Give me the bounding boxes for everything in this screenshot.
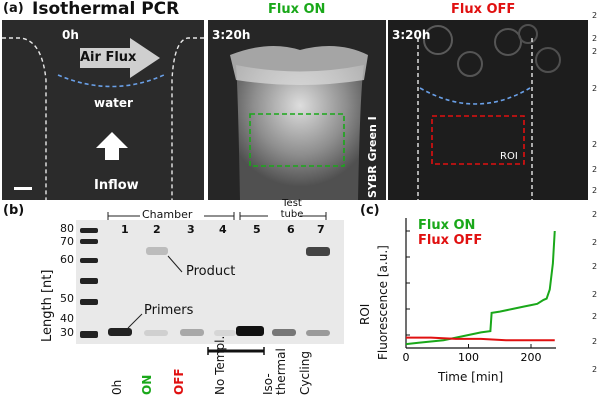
lane7-product-band	[306, 247, 330, 256]
edge-digit: 2	[592, 365, 598, 374]
gel-image: Product Primers	[76, 220, 344, 344]
primers-label: Primers	[144, 303, 194, 318]
edge-digit: 2	[592, 238, 598, 247]
lane3-primer-band	[180, 329, 204, 336]
edge-digit: 2	[592, 262, 598, 271]
x-tick-label: 0	[403, 351, 410, 364]
scale-bar	[14, 187, 32, 190]
lane1-primer-band	[108, 328, 132, 336]
product-label: Product	[186, 264, 236, 279]
group-chamber-label: Chamber	[142, 208, 193, 221]
lane-label: 0h	[110, 379, 124, 395]
panel-a-title: Isothermal PCR	[32, 0, 180, 19]
lane-number: 3	[187, 223, 195, 236]
edge-digit: 2	[592, 11, 598, 20]
group-brackets	[107, 212, 327, 220]
lane6-primer-band	[272, 329, 296, 336]
roi-box-off	[431, 115, 525, 165]
ladder-tick-label: 70	[60, 235, 74, 248]
panel-b-letter: (b)	[3, 203, 25, 218]
edge-digit: 2	[592, 186, 598, 195]
ladder-tick-label: 30	[60, 326, 74, 339]
water-label: water	[94, 96, 133, 110]
edge-digit: 2	[592, 337, 598, 346]
no-template-bar	[207, 347, 265, 355]
group-test-tube-label: Test tube	[280, 198, 304, 220]
lane-number: 7	[317, 223, 325, 236]
chart-xlabel: Time [min]	[438, 370, 504, 384]
stain-label: SYBR Green I	[366, 116, 379, 198]
edge-digit: 2	[592, 34, 598, 43]
micrograph-0h: 0h Air Flux water Inflow	[2, 20, 204, 200]
edge-digit: 2	[592, 165, 598, 174]
roi-label: ROI	[500, 151, 518, 162]
legend-flux-off: Flux OFF	[418, 233, 483, 248]
edge-digit: 2	[592, 140, 598, 149]
lane-number: 1	[121, 223, 129, 236]
inflow-label: Inflow	[94, 178, 139, 193]
ladder-tick-label: 40	[60, 312, 74, 325]
ladder-tick-label: 60	[60, 253, 74, 266]
lane-label: OFF	[172, 368, 186, 395]
lane-label: No Templ.	[213, 335, 227, 395]
x-tick-label: 200	[521, 351, 542, 364]
air-flux-label: Air Flux	[80, 50, 137, 65]
time-label-on: 3:20h	[212, 28, 251, 42]
lane-label: ON	[140, 374, 154, 395]
panel-a-letter: (a)	[3, 1, 24, 16]
chart-ylabel-line1: ROI	[358, 303, 372, 325]
lane-number: 2	[153, 223, 161, 236]
lane-label: Cycling	[298, 351, 312, 395]
ladder-tick-label: 80	[60, 222, 74, 235]
lane-number: 5	[253, 223, 261, 236]
lane7-primer-band	[306, 330, 330, 336]
lane-number: 4	[219, 223, 227, 236]
ladder-tick-label: 50	[60, 292, 74, 305]
ladder-bands	[80, 228, 98, 338]
time-label-off: 3:20h	[392, 28, 431, 42]
legend-flux-on: Flux ON	[418, 218, 476, 233]
micrograph-flux-on: 3:20h SYBR Green I	[208, 20, 386, 200]
lane5-primer-band	[236, 326, 264, 336]
micrograph-flux-off: 3:20h ROI	[388, 20, 588, 200]
lane-number: 6	[287, 223, 295, 236]
x-tick-label: 100	[458, 351, 479, 364]
gel-ylabel: Length [nt]	[40, 269, 55, 342]
flux-on-heading: Flux ON	[268, 2, 326, 17]
inflow-arrow-icon	[96, 132, 128, 160]
series-line-flux-on	[405, 230, 556, 346]
flux-off-heading: Flux OFF	[451, 2, 516, 17]
edge-digit: 2	[592, 47, 598, 56]
edge-digit: 2	[592, 84, 598, 93]
air-flux-arrow-icon	[80, 38, 160, 78]
lane-label: Iso-thermal	[261, 348, 288, 395]
edge-digit: 2	[592, 210, 598, 219]
lane2-primer-band	[144, 330, 168, 336]
fluorescence-chart: 0 100 200	[403, 218, 556, 364]
roi-box-on	[249, 113, 345, 167]
edge-digit: 2	[592, 312, 598, 321]
panel-c-letter: (c)	[360, 203, 380, 218]
series-line-flux-off	[406, 336, 555, 342]
time-label-0h: 0h	[62, 28, 79, 42]
lane4-primer-band	[214, 330, 236, 336]
lane2-product-band	[146, 247, 168, 255]
chart-ylabel-line2: Fluorescence [a.u.]	[376, 245, 390, 360]
edge-digit: 2	[592, 290, 598, 299]
